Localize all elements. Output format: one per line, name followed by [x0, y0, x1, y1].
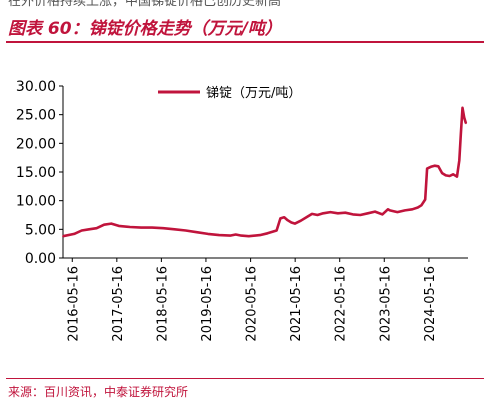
plot-area	[62, 106, 468, 238]
x-tick-label: 2023-05-16	[378, 266, 393, 342]
data-point	[441, 172, 443, 175]
data-point	[420, 204, 423, 207]
data-point	[275, 229, 278, 232]
data-point	[88, 228, 90, 231]
data-point	[207, 233, 209, 235]
data-point	[437, 165, 440, 168]
data-point	[286, 219, 289, 222]
data-point	[307, 215, 310, 218]
data-point	[311, 213, 313, 215]
data-point	[294, 222, 296, 225]
line-chart: 0.00 5.00 10.00 15.00 20.00 25.00 30.00 2016-0…	[16, 79, 468, 342]
data-point	[337, 212, 339, 215]
data-point	[381, 213, 384, 216]
legend: 锑锭（万元/吨）	[158, 86, 301, 101]
x-tick-label: 2024-05-16	[423, 266, 438, 342]
data-point	[329, 211, 332, 214]
data-point	[110, 222, 113, 225]
data-point	[461, 106, 464, 109]
data-point	[259, 234, 261, 237]
data-point	[240, 234, 243, 237]
data-point	[173, 228, 176, 231]
y-tick-label: 0.00	[25, 251, 56, 267]
data-point	[151, 226, 154, 229]
data-point	[73, 233, 76, 235]
data-point	[162, 227, 165, 230]
y-tick-label: 25.00	[16, 108, 56, 124]
data-point	[229, 234, 232, 237]
y-tick-label: 30.00	[16, 79, 56, 95]
data-point	[322, 212, 325, 215]
data-point	[458, 159, 461, 162]
series-line	[62, 106, 468, 238]
data-point	[247, 235, 250, 238]
data-point	[452, 173, 455, 176]
data-point	[279, 217, 282, 220]
data-point	[283, 216, 286, 219]
data-point	[129, 226, 131, 228]
data-point	[266, 232, 269, 235]
y-tick-label: 10.00	[16, 194, 56, 210]
footer-divider	[6, 378, 484, 379]
legend-label: 锑锭（万元/吨）	[206, 86, 301, 101]
data-point	[424, 198, 427, 201]
x-tick-label: 2020-05-16	[245, 266, 260, 342]
data-point	[465, 122, 467, 125]
data-point	[456, 175, 458, 178]
data-point	[103, 223, 105, 226]
data-point	[433, 164, 436, 167]
data-point	[389, 209, 391, 212]
data-point	[184, 229, 187, 232]
data-point	[426, 167, 428, 170]
data-point	[117, 225, 120, 227]
data-point	[352, 213, 354, 216]
data-point	[411, 208, 414, 211]
data-point	[366, 212, 369, 215]
x-tick-label: 2021-05-16	[289, 266, 304, 342]
y-tick-label: 20.00	[16, 136, 56, 152]
source-note: 来源：百川资讯，中泰证券研究所	[8, 385, 189, 399]
data-point	[404, 209, 406, 212]
data-point	[444, 174, 447, 177]
data-point	[359, 214, 362, 216]
data-point	[195, 231, 198, 234]
figure-title: 图表 60：锑锭价格走势（万元/吨）	[8, 19, 282, 39]
data-point	[374, 210, 376, 213]
data-point	[430, 165, 432, 168]
x-tick-label: 2019-05-16	[200, 266, 215, 342]
data-point	[290, 221, 293, 224]
data-point	[316, 214, 319, 216]
data-point	[62, 235, 64, 238]
data-point	[299, 219, 302, 222]
x-tick-label: 2017-05-16	[111, 266, 126, 342]
x-tick-label: 2018-05-16	[155, 266, 170, 342]
data-point	[459, 133, 462, 136]
data-point	[463, 116, 466, 119]
title-divider	[6, 41, 484, 43]
data-point	[344, 211, 347, 214]
y-tick-label: 15.00	[16, 165, 56, 181]
data-point	[80, 229, 83, 232]
data-point	[140, 226, 143, 229]
y-tick-label: 5.00	[25, 222, 56, 238]
data-point	[396, 211, 399, 214]
truncated-paragraph: 在外价格持续上涨，中国锑锭价格已创历史新高	[0, 0, 488, 8]
x-tick-label: 2016-05-16	[66, 266, 81, 342]
data-point	[234, 233, 237, 236]
truncated-paragraph-text: 在外价格持续上涨，中国锑锭价格已创历史新高	[8, 0, 282, 8]
data-point	[387, 208, 389, 211]
data-point	[416, 206, 419, 209]
data-point	[218, 234, 221, 237]
y-axis: 0.00 5.00 10.00 15.00 20.00 25.00 30.00	[16, 79, 64, 267]
data-point	[448, 175, 451, 177]
x-axis: 2016-05-16 2017-05-16 2018-05-16 2019-05-16…	[63, 257, 468, 342]
data-point	[95, 227, 98, 230]
x-tick-label: 2022-05-16	[334, 266, 349, 342]
